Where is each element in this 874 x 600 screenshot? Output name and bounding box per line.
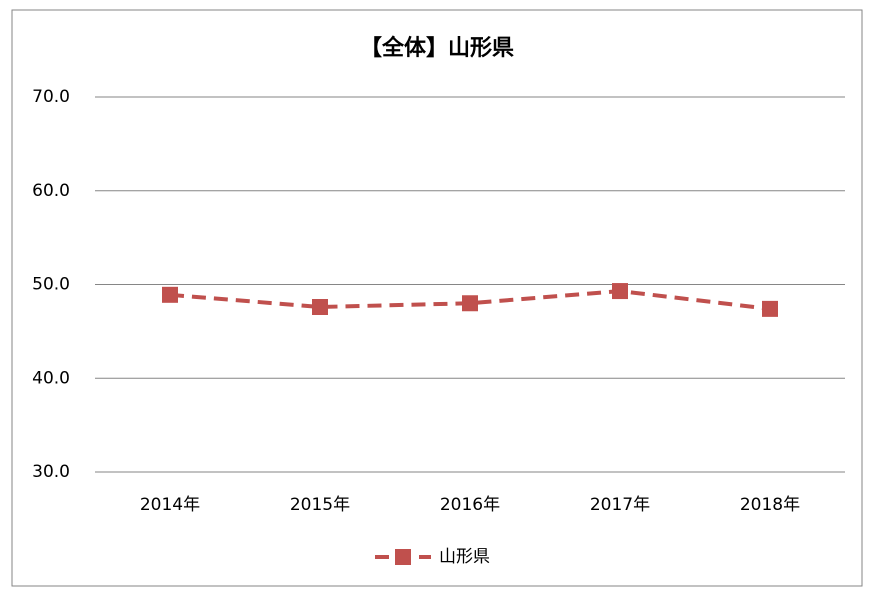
marker	[162, 286, 178, 303]
y-tick-label: 50.0	[32, 275, 70, 295]
chart-frame	[11, 9, 863, 587]
chart-title: 【全体】山形県	[360, 35, 514, 61]
marker	[762, 300, 778, 317]
marker	[462, 295, 478, 312]
y-tick-label: 70.0	[32, 87, 70, 107]
marker	[612, 283, 628, 300]
x-tick-label: 2018年	[740, 495, 800, 515]
y-tick-label: 40.0	[32, 368, 70, 388]
y-tick-label: 30.0	[32, 462, 70, 482]
marker	[312, 299, 328, 315]
x-tick-label: 2015年	[290, 495, 350, 515]
legend-label: 山形県	[439, 547, 490, 567]
x-tick-label: 2016年	[440, 495, 500, 515]
x-tick-label: 2014年	[140, 495, 200, 515]
y-tick-label: 60.0	[32, 181, 70, 201]
legend-marker	[395, 549, 411, 565]
x-tick-label: 2017年	[590, 495, 650, 515]
series-line	[169, 289, 771, 311]
